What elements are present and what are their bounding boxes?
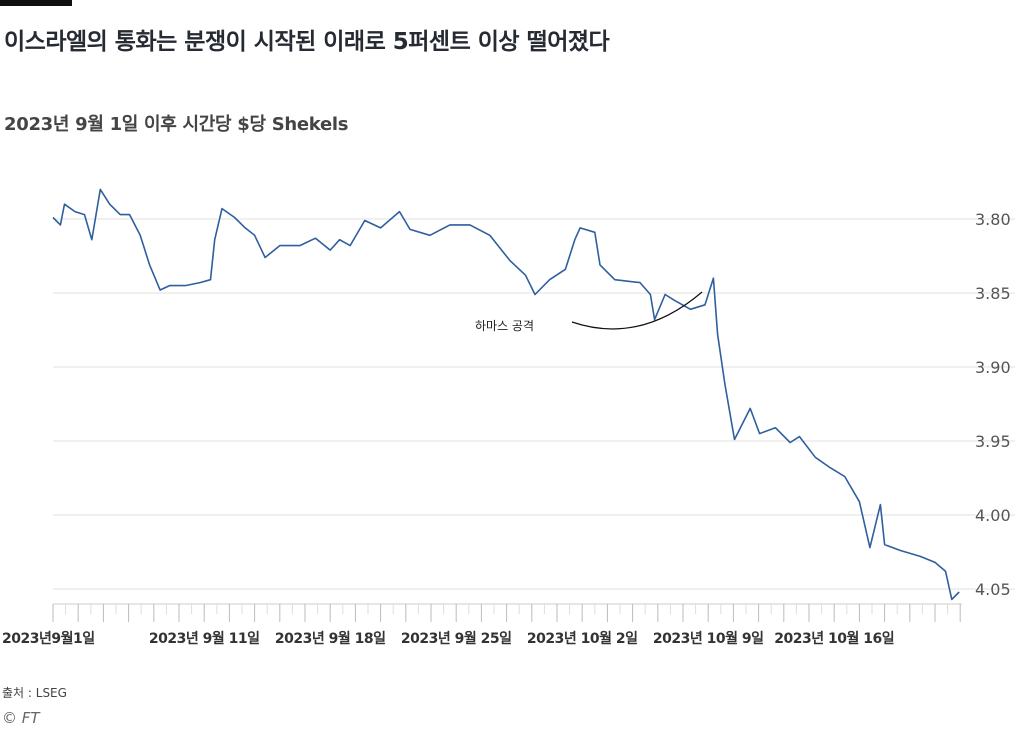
chart-title: 이스라엘의 통화는 분쟁이 시작된 이래로 5퍼센트 이상 떨어졌다: [4, 29, 610, 55]
annotation-connector: [571, 291, 703, 330]
ft-credit: © FT: [2, 709, 40, 727]
price-line: [52, 188, 960, 601]
brand-bar: [0, 0, 72, 6]
y-tick-label: 3.80: [975, 210, 1011, 229]
y-tick-label: 3.90: [975, 358, 1011, 377]
x-tick-label: 2023년9월1일: [2, 630, 95, 647]
y-tick-label: 3.85: [975, 284, 1011, 303]
annotation-label: 하마스 공격: [475, 319, 534, 333]
y-tick-label: 3.95: [975, 432, 1011, 451]
x-tick-label: 2023년 9월 18일: [275, 630, 386, 647]
y-tick-label: 4.05: [975, 580, 1011, 599]
x-tick-label: 2023년 9월 11일: [149, 630, 260, 647]
x-tick-label: 2023년 10월 2일: [527, 630, 638, 647]
y-tick-label: 4.00: [975, 506, 1011, 525]
source-note: 출처 : LSEG: [2, 686, 67, 700]
x-tick-label: 2023년 10월 16일: [774, 630, 894, 647]
x-tick-label: 2023년 9월 25일: [401, 630, 512, 647]
x-tick-label: 2023년 10월 9일: [653, 630, 764, 647]
chart-subtitle: 2023년 9월 1일 이후 시간당 $당 Shekels: [4, 114, 349, 135]
